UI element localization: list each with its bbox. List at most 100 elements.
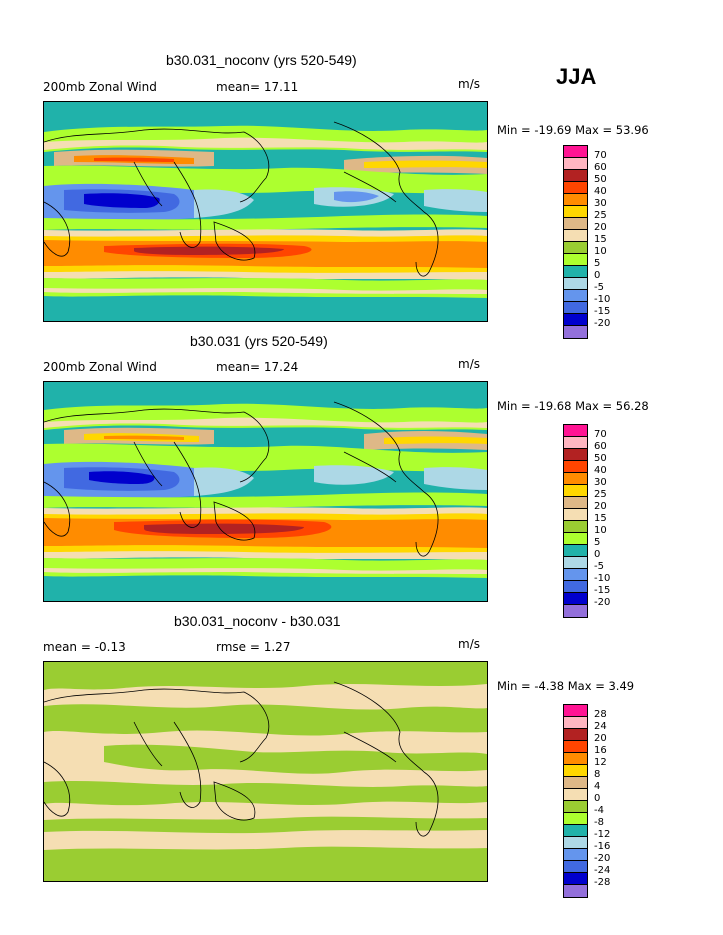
- panel-1-band: [364, 160, 487, 168]
- panel-2-band: [44, 568, 487, 574]
- colorbar-tick-label: -20: [594, 597, 611, 608]
- colorbar-swatch: [564, 158, 587, 170]
- colorbar-swatch: [564, 861, 587, 873]
- panel-2-units: m/s: [458, 357, 480, 371]
- panel-1-title: b30.031_noconv (yrs 520-549): [166, 52, 357, 68]
- colorbar-tick-label: -15: [594, 585, 611, 596]
- colorbar-swatch: [564, 437, 587, 449]
- colorbar-tick-label: -28: [594, 877, 611, 888]
- colorbar-swatch: [564, 509, 587, 521]
- colorbar-tick-label: 40: [594, 186, 607, 197]
- colorbar-swatch: [564, 485, 587, 497]
- colorbar-swatch: [564, 194, 587, 206]
- colorbar-swatch: [564, 218, 587, 230]
- panel-3-colorbar: [563, 704, 588, 898]
- colorbar-swatch: [564, 849, 587, 861]
- colorbar-swatch: [564, 885, 587, 897]
- panel-1-variable-label: 200mb Zonal Wind: [43, 80, 157, 94]
- colorbar-swatch: [564, 266, 587, 278]
- colorbar-swatch: [564, 254, 587, 266]
- colorbar-tick-label: 16: [594, 745, 607, 756]
- panel-2-title: b30.031 (yrs 520-549): [190, 333, 328, 349]
- panel-3-positive-region: [44, 704, 487, 736]
- colorbar-tick-label: 24: [594, 721, 607, 732]
- colorbar-swatch: [564, 825, 587, 837]
- panel-2-band: [44, 558, 487, 578]
- colorbar-tick-label: 15: [594, 513, 607, 524]
- panel-2-easterly-core: [89, 471, 155, 484]
- colorbar-swatch: [564, 461, 587, 473]
- panel-2-minmax: Min = -19.68 Max = 56.28: [497, 399, 649, 413]
- colorbar-tick-label: 50: [594, 174, 607, 185]
- colorbar-swatch: [564, 278, 587, 290]
- colorbar-tick-label: 25: [594, 489, 607, 500]
- panel-1-map: [43, 101, 488, 322]
- panel-1-jet-core: [134, 246, 284, 255]
- colorbar-tick-label: -24: [594, 865, 611, 876]
- panel-1-band: [424, 189, 487, 212]
- colorbar-swatch: [564, 593, 587, 605]
- colorbar-swatch: [564, 473, 587, 485]
- panel-2-colorbar: [563, 424, 588, 618]
- panel-2-band: [44, 492, 487, 508]
- colorbar-swatch: [564, 741, 587, 753]
- colorbar-tick-label: -16: [594, 841, 611, 852]
- colorbar-tick-label: 30: [594, 198, 607, 209]
- colorbar-swatch: [564, 705, 587, 717]
- panel-1-band: [334, 191, 379, 203]
- panel-2-band: [44, 417, 487, 428]
- colorbar-swatch: [564, 146, 587, 158]
- colorbar-tick-label: -5: [594, 282, 604, 293]
- colorbar-tick-label: 5: [594, 258, 601, 269]
- panel-3-units: m/s: [458, 637, 480, 651]
- colorbar-swatch: [564, 242, 587, 254]
- colorbar-tick-label: 25: [594, 210, 607, 221]
- panel-3-mean: mean = -0.13: [43, 640, 126, 654]
- panel-3-coastlines: [44, 681, 439, 837]
- colorbar-tick-label: 20: [594, 501, 607, 512]
- panel-3-contour-plot: [44, 662, 487, 881]
- panel-2-band: [104, 435, 184, 440]
- panel-1-band: [194, 189, 254, 218]
- colorbar-tick-label: 10: [594, 525, 607, 536]
- colorbar-tick-label: 28: [594, 709, 607, 720]
- panel-3-title: b30.031_noconv - b30.031: [174, 613, 341, 629]
- panel-1-band: [94, 157, 174, 162]
- panel-3-positive-region: [44, 781, 487, 806]
- colorbar-swatch: [564, 545, 587, 557]
- colorbar-swatch: [564, 765, 587, 777]
- panel-2-variable-label: 200mb Zonal Wind: [43, 360, 157, 374]
- colorbar-swatch: [564, 717, 587, 729]
- colorbar-swatch: [564, 497, 587, 509]
- colorbar-tick-label: -10: [594, 573, 611, 584]
- colorbar-swatch: [564, 326, 587, 338]
- colorbar-swatch: [564, 729, 587, 741]
- colorbar-swatch: [564, 302, 587, 314]
- panel-3-map: [43, 661, 488, 882]
- colorbar-swatch: [564, 206, 587, 218]
- colorbar-tick-label: 8: [594, 769, 601, 780]
- colorbar-swatch: [564, 533, 587, 545]
- panel-2-band: [314, 465, 394, 485]
- panel-1-colorbar: [563, 145, 588, 339]
- colorbar-tick-label: -4: [594, 805, 604, 816]
- panel-3-positive-region: [44, 662, 487, 690]
- panel-2-band: [384, 436, 487, 444]
- panel-1-band: [44, 288, 487, 294]
- colorbar-swatch: [564, 314, 587, 326]
- colorbar-swatch: [564, 557, 587, 569]
- panel-1-band: [44, 214, 487, 230]
- colorbar-swatch: [564, 425, 587, 437]
- panel-3-positive-region: [44, 846, 487, 881]
- panel-2-band: [424, 467, 487, 490]
- colorbar-swatch: [564, 290, 587, 302]
- colorbar-tick-label: 50: [594, 453, 607, 464]
- colorbar-tick-label: 60: [594, 162, 607, 173]
- season-label: JJA: [556, 64, 597, 89]
- panel-1-units: m/s: [458, 77, 480, 91]
- colorbar-swatch: [564, 230, 587, 242]
- panel-2-mean: mean= 17.24: [216, 360, 299, 374]
- panel-2-band: [194, 467, 254, 496]
- colorbar-swatch: [564, 170, 587, 182]
- colorbar-tick-label: 60: [594, 441, 607, 452]
